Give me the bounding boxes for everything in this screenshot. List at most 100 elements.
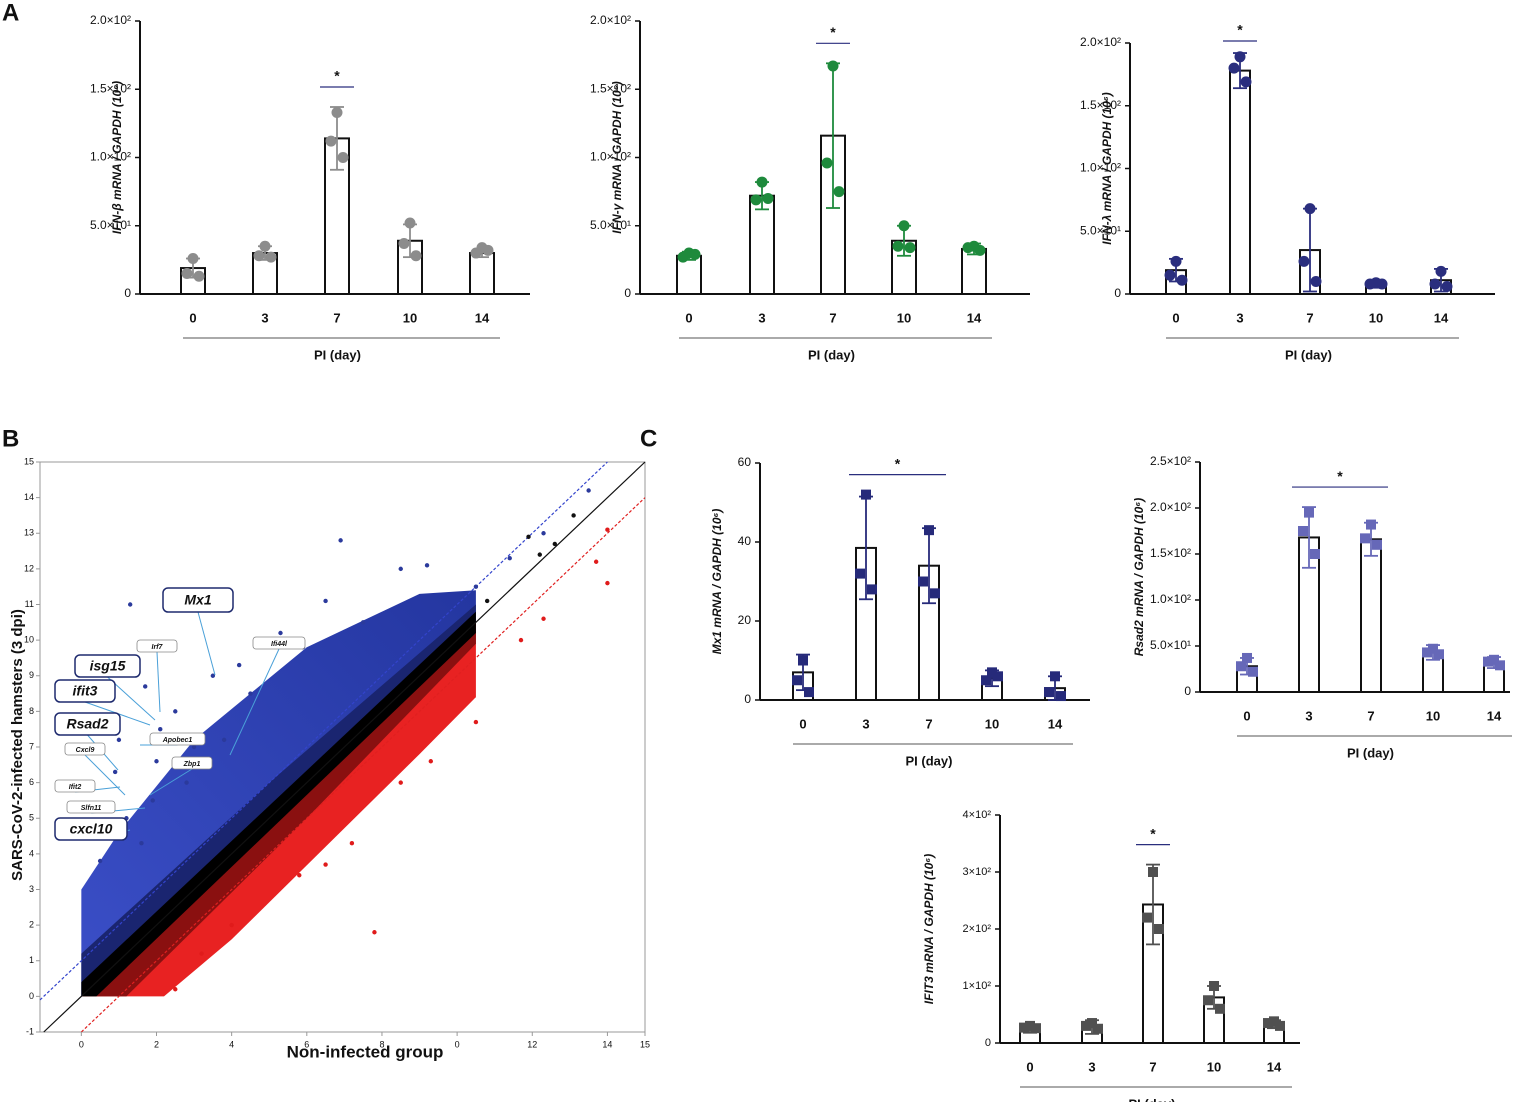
- data-point: [259, 240, 271, 252]
- bar: [961, 247, 987, 295]
- data-point: [193, 270, 205, 282]
- leader-line: [84, 754, 126, 796]
- data-point: [762, 192, 774, 204]
- data-point: [404, 217, 416, 229]
- data-point: [428, 759, 434, 764]
- data-point: [526, 534, 531, 540]
- x-tick-label: 7: [829, 310, 836, 325]
- data-point: [1298, 526, 1308, 536]
- annotation: Ifit2: [69, 784, 82, 791]
- data-point: [1360, 533, 1370, 544]
- y-tick-label: 12: [24, 563, 34, 573]
- data-point: [792, 675, 802, 686]
- data-point: [221, 737, 227, 743]
- data-point: [1093, 1023, 1103, 1034]
- data-point: [154, 759, 159, 764]
- y-tick-label: 5.0×10¹: [1080, 223, 1121, 237]
- annotation-box: [136, 639, 178, 653]
- annotation: Apobec1: [162, 737, 193, 744]
- annotation-box: [74, 654, 141, 678]
- data-point: [484, 598, 490, 604]
- annotation-box: [66, 800, 116, 814]
- annotation: Ifi44l: [271, 641, 288, 648]
- data-point: [473, 584, 479, 589]
- bar: [1360, 538, 1382, 694]
- x-tick-label: 8: [379, 1039, 384, 1049]
- data-point: [1434, 649, 1444, 660]
- data-point: [892, 240, 904, 252]
- x-tick-label: 10: [897, 310, 911, 325]
- y-tick-label: 0: [624, 286, 631, 300]
- x-tick-label: 14: [967, 310, 982, 325]
- x-tick-label: 10: [1426, 708, 1440, 723]
- data-point: [1304, 203, 1316, 215]
- data-point: [586, 488, 591, 493]
- data-point: [297, 873, 302, 878]
- leader-line: [229, 648, 280, 756]
- significance-label: *: [1337, 468, 1343, 484]
- data-point: [1044, 687, 1054, 698]
- data-point: [473, 719, 479, 725]
- x-tick-label: 14: [1048, 716, 1063, 731]
- data-point: [265, 251, 277, 263]
- data-point: [1263, 1018, 1273, 1029]
- y-tick-label: 1.0×10²: [1150, 592, 1191, 606]
- y-tick-label: 0: [985, 1037, 991, 1049]
- y-tick-label: 4×10²: [963, 809, 992, 821]
- y-tick-label: 5: [29, 813, 34, 823]
- x-tick-label: 10: [985, 716, 999, 731]
- y-tick-label: 10: [24, 635, 34, 645]
- data-point: [541, 616, 546, 621]
- leader-line: [197, 611, 216, 676]
- data-point: [331, 106, 343, 118]
- data-point: [1298, 255, 1310, 267]
- data-point: [1304, 507, 1314, 518]
- x-tick-label: 7: [1306, 310, 1313, 325]
- y-tick-label: 6: [29, 777, 34, 787]
- data-point: [1428, 643, 1438, 654]
- data-point: [338, 538, 343, 543]
- data-point: [1031, 1023, 1041, 1034]
- annotation-box: [54, 712, 121, 736]
- data-point: [187, 253, 199, 265]
- y-tick-label: 8: [29, 706, 34, 716]
- data-point: [323, 862, 328, 867]
- y-tick-label: 40: [738, 534, 752, 548]
- x-tick-label: 0: [799, 716, 806, 731]
- leader-line: [156, 651, 161, 713]
- data-point: [349, 840, 355, 846]
- y-tick-label: -1: [26, 1026, 34, 1036]
- data-point: [1248, 666, 1258, 677]
- y-tick-label: 3: [29, 884, 34, 894]
- data-point: [191, 744, 197, 750]
- data-point: [1435, 265, 1447, 277]
- data-point: [143, 684, 148, 689]
- significance-label: *: [334, 68, 340, 84]
- y-tick-label: 2.0×10²: [1080, 35, 1121, 49]
- data-point: [930, 588, 940, 599]
- y-tick-label: 1.5×10²: [1150, 546, 1191, 560]
- x-tick-label: 2: [154, 1039, 159, 1049]
- data-point: [372, 930, 377, 935]
- data-point: [1495, 660, 1505, 671]
- data-point: [804, 687, 814, 698]
- y-tick-label: 0: [29, 991, 34, 1001]
- panel-label: B: [2, 425, 19, 452]
- annotation-box: [252, 636, 306, 650]
- data-point: [1441, 280, 1453, 292]
- data-point: [150, 798, 155, 803]
- y-axis-label: IFIT3 mRNA / GAPDH (10⁶): [922, 854, 936, 1004]
- y-tick-label: 1: [29, 955, 34, 965]
- data-point: [236, 662, 242, 668]
- data-point: [1234, 51, 1246, 63]
- y-tick-label: 1.5×10²: [90, 81, 131, 95]
- x-tick-label: 14: [602, 1039, 612, 1049]
- data-point: [867, 584, 877, 595]
- data-point: [750, 194, 762, 206]
- data-point: [605, 527, 610, 532]
- data-point: [253, 250, 265, 262]
- data-point: [821, 157, 833, 169]
- significance-label: *: [1150, 825, 1156, 841]
- x-tick-label: 14: [1434, 310, 1449, 325]
- y-tick-label: 5.0×10¹: [590, 218, 631, 232]
